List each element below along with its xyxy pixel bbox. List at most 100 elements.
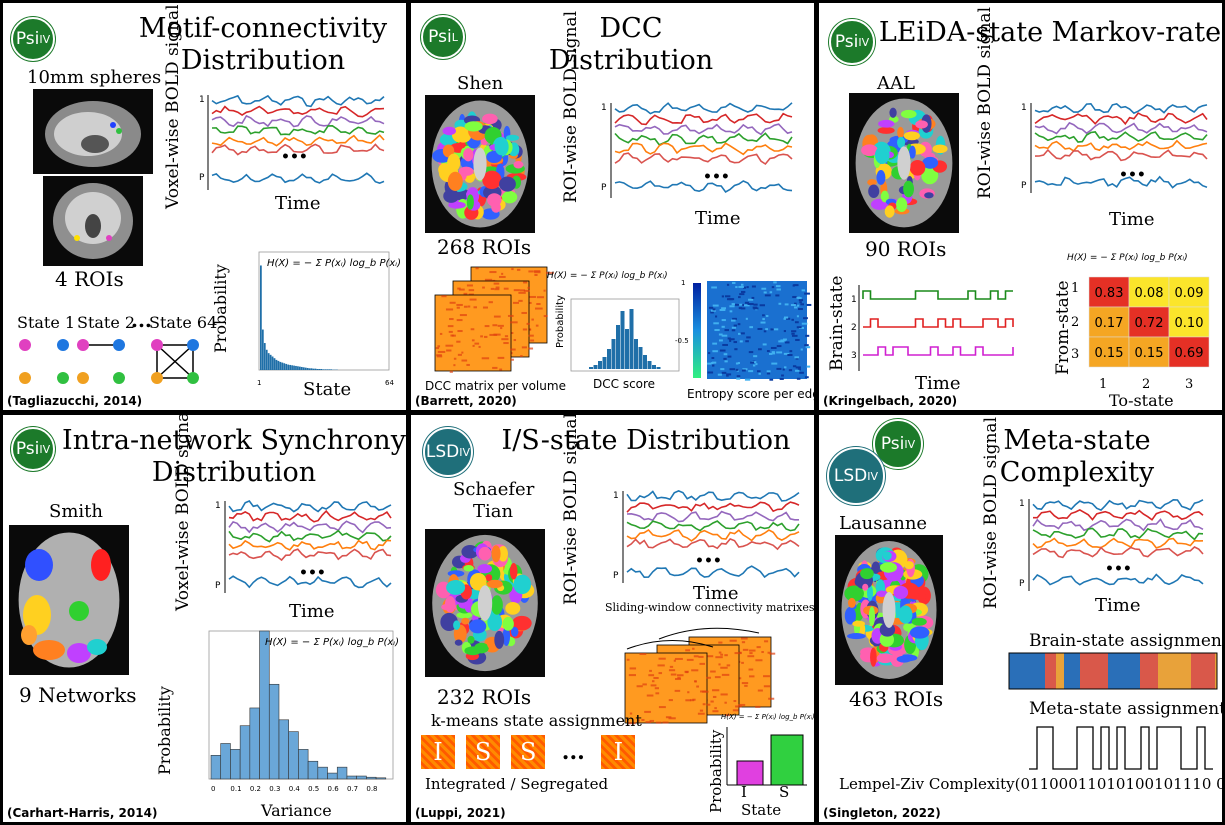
hist-bar bbox=[312, 368, 315, 370]
state-2-label: State 2 bbox=[77, 313, 136, 332]
hist-bar bbox=[320, 368, 323, 370]
brain-state-caption: Brain-state assignment bbox=[1029, 631, 1225, 651]
bar-segregated bbox=[770, 734, 804, 786]
bar-integrated bbox=[736, 760, 764, 786]
hist-bar bbox=[327, 772, 338, 780]
hist-bar bbox=[607, 349, 611, 369]
hist-bar bbox=[291, 365, 293, 370]
hist-bar bbox=[269, 354, 272, 370]
signal-line bbox=[1034, 121, 1208, 135]
signal-line bbox=[1034, 131, 1208, 143]
state-tile: S bbox=[511, 735, 546, 769]
hist-bar bbox=[616, 325, 620, 369]
state-segment bbox=[1064, 653, 1080, 689]
entropy-colorbar bbox=[693, 283, 701, 378]
panel-title: Motif-connectivity Distribution bbox=[138, 13, 388, 76]
bold-signals-plot bbox=[622, 490, 800, 583]
roi-count: 90 ROIs bbox=[865, 237, 947, 261]
hist-bar bbox=[634, 339, 638, 369]
from-state-label: From-state bbox=[1053, 280, 1073, 375]
signal-line bbox=[626, 538, 800, 551]
ellipsis: ••• bbox=[1119, 167, 1146, 183]
signal-line bbox=[614, 102, 793, 115]
state-segment bbox=[1108, 653, 1120, 689]
ellipsis: ••• bbox=[695, 553, 722, 569]
panel-motif-connectivity: Psi IV Motif-connectivity Distribution 10… bbox=[0, 0, 409, 413]
bold-signals-plot bbox=[1030, 102, 1208, 193]
brain-state-assignment-bar bbox=[1008, 652, 1218, 690]
sliding-window-caption: Sliding-window connectivity matrixes bbox=[605, 601, 815, 614]
psi-badge: Psi IV bbox=[11, 427, 55, 471]
signal-line bbox=[614, 152, 793, 166]
tick-1: 1 bbox=[1019, 499, 1025, 509]
atlas-label: Shen bbox=[457, 73, 504, 94]
signal-line bbox=[1034, 102, 1208, 115]
kmeans-caption: k-means state assignment bbox=[431, 711, 642, 730]
matrix-cell bbox=[1168, 306, 1210, 338]
hist-y-label: Probability bbox=[155, 686, 174, 775]
hist-bar bbox=[220, 743, 231, 780]
signal-line bbox=[1034, 148, 1208, 162]
psi-badge: Psi IV bbox=[873, 419, 923, 469]
signal-line bbox=[614, 132, 793, 146]
signal-line bbox=[1032, 518, 1204, 532]
brain-state-timeseries bbox=[858, 285, 1014, 371]
formula: H(X) = − Σ P(xᵢ) log_b P(xᵢ) bbox=[1067, 253, 1188, 263]
hist-xtick: 0.2 bbox=[250, 785, 261, 793]
hist-bar bbox=[281, 362, 284, 370]
mat-col-tick: 3 bbox=[1185, 377, 1194, 392]
y-axis-label: ROI-wise BOLD signal bbox=[561, 10, 581, 203]
x-axis-label: Time bbox=[695, 208, 741, 229]
y-axis-label: ROI-wise BOLD signal bbox=[561, 412, 581, 605]
matrix-value: 0.08 bbox=[1135, 286, 1164, 301]
hist-bar bbox=[239, 725, 251, 780]
hist-bar bbox=[356, 775, 367, 780]
matrix-cell bbox=[1168, 336, 1210, 368]
psi-badge: Psi IV bbox=[11, 17, 55, 61]
hist-bar bbox=[298, 749, 309, 780]
hist-xtick: 0.4 bbox=[289, 785, 301, 793]
tick-p: P bbox=[1021, 181, 1027, 191]
hist-bar bbox=[261, 329, 264, 370]
signal-line bbox=[614, 123, 793, 136]
state-tile: S bbox=[466, 735, 501, 769]
x-axis-label: Time bbox=[693, 583, 739, 604]
hist-bar bbox=[366, 776, 377, 780]
hist-bar bbox=[598, 361, 602, 369]
tick-p: P bbox=[1019, 579, 1025, 589]
smith-network-image bbox=[9, 525, 129, 675]
state-segment bbox=[1056, 653, 1064, 689]
meta-state-trace bbox=[1029, 726, 1213, 770]
matrix-value: 0.72 bbox=[1135, 316, 1164, 331]
state-segment bbox=[1177, 653, 1191, 689]
hist-bar bbox=[275, 359, 278, 370]
hist-xtick: 0.7 bbox=[347, 785, 358, 793]
hist-bar bbox=[259, 630, 270, 780]
signal-line bbox=[211, 114, 385, 128]
hist-y-label: Probability bbox=[555, 295, 566, 348]
tick-1: 1 bbox=[215, 501, 221, 511]
y-axis-label: Voxel-wise BOLD signal bbox=[163, 4, 183, 209]
signal-line bbox=[211, 143, 385, 156]
bar-label-i: I bbox=[741, 783, 747, 801]
hist-bar bbox=[288, 731, 299, 780]
formula: H(X) = − Σ P(xᵢ) log_b P(xᵢ) bbox=[547, 271, 668, 281]
citation: (Barrett, 2020) bbox=[415, 394, 517, 408]
hist-bar bbox=[625, 329, 629, 369]
hist-bar bbox=[279, 361, 282, 370]
hist-bar bbox=[307, 760, 319, 780]
hist-bar bbox=[273, 358, 276, 370]
hist-bar bbox=[375, 777, 387, 780]
state-segment bbox=[1148, 653, 1158, 689]
state-segment bbox=[1088, 653, 1108, 689]
hist-bar bbox=[620, 311, 625, 369]
signal-line bbox=[228, 520, 392, 534]
hist-bar bbox=[267, 353, 270, 370]
markov-matrix: 0.83 0.08 0.09 0.17 0.72 0.10 0.15 0.15 0.69 bbox=[1088, 276, 1210, 368]
brain-state-trace bbox=[862, 290, 1013, 300]
panel-meta-state: Psi IV LSD IV Meta-state Complexity Lausan… bbox=[816, 412, 1225, 825]
matrix-value: 0.83 bbox=[1095, 286, 1124, 301]
mat-row-tick: 3 bbox=[1071, 347, 1080, 362]
tick-p: P bbox=[199, 173, 205, 183]
signal-line bbox=[228, 575, 392, 589]
